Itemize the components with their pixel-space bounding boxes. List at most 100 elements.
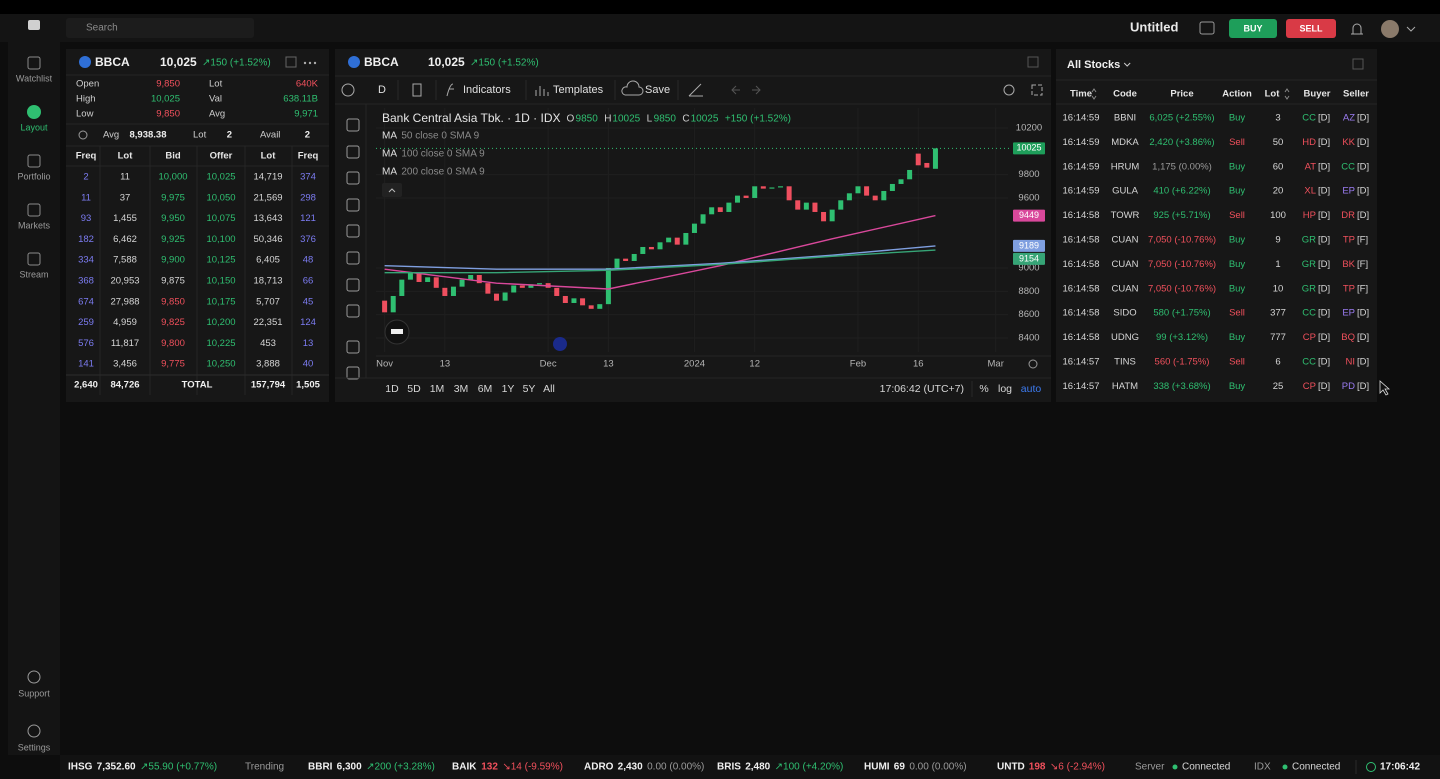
buyer-code: CC <box>1302 357 1316 368</box>
drawing-tool-icon[interactable] <box>346 171 360 185</box>
scale-option[interactable]: auto <box>1021 383 1042 395</box>
search-box[interactable] <box>66 18 254 38</box>
drawing-tool-icon[interactable] <box>346 198 360 212</box>
column-header[interactable]: Time <box>1070 89 1092 100</box>
range-button[interactable]: 1D <box>385 383 399 395</box>
nav-icon[interactable] <box>27 724 41 738</box>
candle <box>537 283 543 285</box>
column-header[interactable]: Lot <box>1265 89 1281 100</box>
candle <box>640 246 646 254</box>
column-header: Price <box>1170 89 1193 100</box>
nav-icon[interactable] <box>27 252 41 266</box>
notification-icon[interactable] <box>1351 23 1363 35</box>
panel-title[interactable]: All Stocks <box>1067 59 1120 71</box>
ticker-code[interactable]: BAIK <box>452 762 477 773</box>
axis-settings-icon[interactable] <box>1028 359 1038 369</box>
chart-type-icon[interactable] <box>412 83 422 97</box>
ticker-code[interactable]: HUMI <box>864 762 890 773</box>
buyer-code: GR <box>1302 235 1316 246</box>
stock-code[interactable]: CUAN <box>1112 283 1139 294</box>
save-button[interactable]: Save <box>645 84 670 96</box>
range-button[interactable]: All <box>543 383 555 395</box>
menu-dot[interactable] <box>303 61 307 65</box>
stock-code[interactable]: UDNG <box>1111 332 1139 343</box>
collapse-legend-button[interactable] <box>382 183 402 197</box>
scale-option[interactable]: % <box>979 383 988 395</box>
stock-code[interactable]: SIDO <box>1113 308 1136 319</box>
nav-label[interactable]: Portfolio <box>17 171 50 181</box>
drawing-tool-icon[interactable] <box>346 304 360 318</box>
interval-button[interactable]: D <box>378 84 386 96</box>
drawing-tool-icon[interactable] <box>346 224 360 238</box>
edit-icon[interactable] <box>1352 58 1364 70</box>
ticker-code[interactable]: BRIS <box>717 762 741 773</box>
add-symbol-icon[interactable] <box>341 83 355 97</box>
stock-code[interactable]: HRUM <box>1111 161 1140 172</box>
nav-label[interactable]: Watchlist <box>16 73 53 83</box>
stock-code[interactable]: TOWR <box>1111 210 1140 221</box>
search-placeholder[interactable]: Search <box>86 23 118 34</box>
menu-dot[interactable] <box>308 61 312 65</box>
stock-code[interactable]: HATM <box>1112 381 1138 392</box>
range-button[interactable]: 5D <box>407 383 421 395</box>
buy-label[interactable]: BUY <box>1243 23 1262 33</box>
book-cell: 13,643 <box>253 213 282 224</box>
range-button[interactable]: 1Y <box>502 383 515 395</box>
ma-line <box>384 214 936 290</box>
nav-label[interactable]: Markets <box>18 220 51 230</box>
edit-icon[interactable] <box>285 56 297 68</box>
stock-code[interactable]: BBNI <box>1114 113 1136 124</box>
candle <box>597 304 603 309</box>
indicators-button[interactable]: Indicators <box>463 84 511 96</box>
avatar[interactable] <box>1381 20 1399 38</box>
nav-icon[interactable] <box>27 203 41 217</box>
drawing-tool-icon[interactable] <box>346 118 360 132</box>
nav-icon[interactable] <box>27 56 41 70</box>
range-button[interactable]: 3M <box>454 383 469 395</box>
book-cell: 14,719 <box>253 172 282 183</box>
brush-icon[interactable] <box>688 83 703 97</box>
nav-label[interactable]: Stream <box>19 269 48 279</box>
nav-label[interactable]: Support <box>18 688 50 698</box>
refresh-icon[interactable] <box>78 130 88 140</box>
nav-icon[interactable] <box>27 105 41 119</box>
nav-label[interactable]: Settings <box>18 742 51 752</box>
y-tick-label: 9800 <box>1018 169 1039 180</box>
nav-label[interactable]: Layout <box>20 122 48 132</box>
nav-icon[interactable] <box>27 670 41 684</box>
sell-button[interactable] <box>1286 19 1336 38</box>
templates-button[interactable]: Templates <box>553 84 604 96</box>
drawing-tool-icon[interactable] <box>346 366 360 380</box>
buy-button[interactable] <box>1229 19 1277 38</box>
ticker-code[interactable]: IHSG <box>68 762 93 773</box>
range-button[interactable]: 5Y <box>523 383 536 395</box>
nav-icon[interactable] <box>27 154 41 168</box>
stock-code[interactable]: CUAN <box>1112 235 1139 246</box>
ticker-code[interactable]: BBRI <box>308 762 333 773</box>
sell-label[interactable]: SELL <box>1299 23 1323 33</box>
fullscreen-icon[interactable] <box>1031 84 1043 96</box>
trade-time: 16:14:58 <box>1063 283 1100 294</box>
stock-code[interactable]: CUAN <box>1112 259 1139 270</box>
event-marker[interactable] <box>553 337 567 351</box>
ticker-code[interactable]: ADRO <box>584 762 614 773</box>
settings-icon[interactable] <box>1003 84 1015 96</box>
drawing-tool-icon[interactable] <box>346 278 360 292</box>
candle <box>734 195 740 203</box>
book-cell: 259 <box>78 317 94 328</box>
drawing-tool-icon[interactable] <box>346 251 360 265</box>
ticker-price: 69 <box>894 762 906 773</box>
buyer-type: [D] <box>1318 283 1330 294</box>
edit-icon[interactable] <box>1027 56 1039 68</box>
range-button[interactable]: 6M <box>478 383 493 395</box>
stock-code[interactable]: TINS <box>1114 357 1136 368</box>
range-button[interactable]: 1M <box>430 383 445 395</box>
stock-code[interactable]: GULA <box>1112 186 1139 197</box>
drawing-tool-icon[interactable] <box>346 145 360 159</box>
menu-dot[interactable] <box>313 61 317 65</box>
scale-option[interactable]: log <box>998 383 1012 395</box>
stock-code[interactable]: MDKA <box>1111 137 1139 148</box>
price-change: ↗150 (+1.52%) <box>470 58 539 69</box>
ticker-code[interactable]: UNTD <box>997 762 1025 773</box>
drawing-tool-icon[interactable] <box>346 340 360 354</box>
